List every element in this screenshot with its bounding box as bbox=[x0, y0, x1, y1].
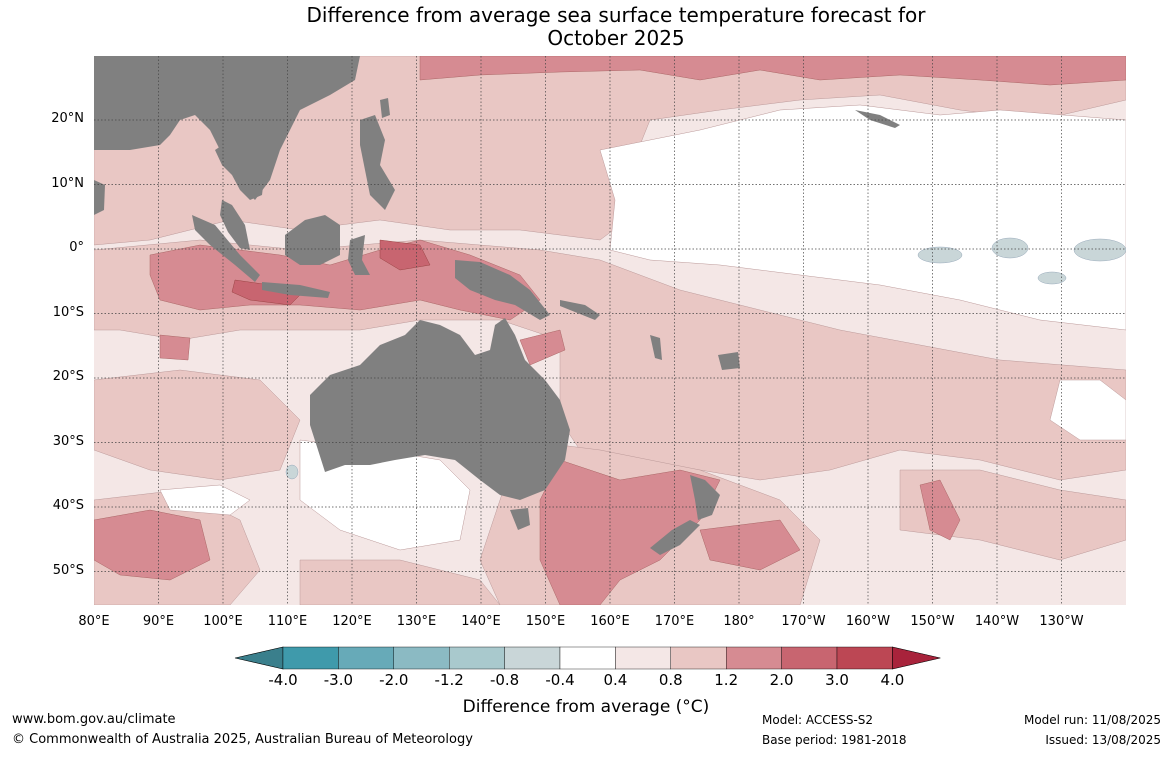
fiji bbox=[718, 352, 740, 370]
asia-landmass bbox=[94, 56, 360, 200]
colorbar-tick-label: 4.0 bbox=[880, 671, 905, 689]
latitude-label: 20°N bbox=[51, 111, 84, 126]
colorbar-tick-label: 1.2 bbox=[714, 671, 739, 689]
indochina bbox=[215, 140, 265, 200]
colorbar-tick-label: -3.0 bbox=[323, 671, 354, 689]
longitude-label: 150°E bbox=[525, 614, 566, 629]
sumatra bbox=[192, 215, 260, 282]
anomaly-neutral bbox=[159, 104, 1126, 551]
new-guinea bbox=[455, 260, 550, 320]
australia bbox=[310, 318, 570, 500]
longitude-label: 80°E bbox=[78, 614, 110, 629]
longitude-label: 170°E bbox=[654, 614, 695, 629]
colorbar-tick-label: -0.8 bbox=[489, 671, 520, 689]
colorbar-bin bbox=[726, 646, 782, 670]
colorbar-tick-label: -4.0 bbox=[268, 671, 298, 689]
latitude-label: 40°S bbox=[52, 498, 84, 513]
latitude-label: 50°S bbox=[52, 562, 84, 578]
longitude-label: 110°E bbox=[267, 614, 308, 629]
sulawesi bbox=[348, 235, 370, 275]
colorbar bbox=[234, 646, 941, 670]
map-title-line2: October 2025 bbox=[547, 26, 685, 50]
new-zealand-south bbox=[650, 520, 700, 555]
colorbar-tick-label: 2.0 bbox=[769, 671, 794, 689]
colorbar-bin bbox=[559, 646, 616, 670]
latitude-label: 10°S bbox=[52, 304, 84, 320]
colorbar-over-triangle bbox=[892, 646, 941, 670]
new-zealand-north bbox=[690, 475, 720, 520]
colorbar-tick-label: 3.0 bbox=[825, 671, 849, 689]
longitude-label: 100°E bbox=[203, 614, 243, 629]
longitude-label: 130°E bbox=[396, 614, 437, 629]
solomon-islands bbox=[560, 300, 600, 320]
vanuatu bbox=[650, 335, 662, 360]
colorbar-tick-label: -1.2 bbox=[434, 671, 464, 689]
java bbox=[262, 282, 330, 298]
anomaly-cool bbox=[285, 237, 1126, 480]
india-tip bbox=[94, 180, 105, 215]
anomaly-1.2-2.0 bbox=[94, 56, 1126, 605]
latitude-label: 20°S bbox=[52, 369, 84, 384]
map-title: Difference from average sea surface temp… bbox=[0, 4, 1173, 50]
taiwan bbox=[380, 98, 390, 118]
latitude-label: 30°S bbox=[52, 433, 84, 449]
colorbar-bin bbox=[670, 646, 727, 670]
tasmania bbox=[510, 508, 530, 530]
colorbar-bin bbox=[338, 646, 394, 670]
colorbar-bin bbox=[836, 646, 893, 670]
colorbar-bin bbox=[504, 646, 561, 670]
footer-copyright: © Commonwealth of Australia 2025, Austra… bbox=[12, 732, 473, 747]
colorbar-under-triangle bbox=[234, 646, 284, 670]
map-title-line1: Difference from average sea surface temp… bbox=[306, 3, 926, 27]
colorbar-tick-label: -0.4 bbox=[545, 671, 575, 689]
longitude-label: 160°E bbox=[590, 614, 630, 629]
colorbar-tick-label: 0.4 bbox=[603, 671, 628, 689]
longitude-label: 90°E bbox=[142, 614, 175, 629]
colorbar-bin bbox=[615, 646, 672, 670]
map-area bbox=[94, 56, 1126, 605]
longitude-label: 150°W bbox=[910, 614, 955, 629]
longitude-label: 140°W bbox=[974, 614, 1020, 629]
hawaii bbox=[855, 110, 900, 128]
colorbar-title: Difference from average (°C) bbox=[462, 697, 710, 717]
latitude-label: 0° bbox=[69, 240, 84, 255]
longitude-label: 130°W bbox=[1039, 614, 1084, 629]
colorbar-bin bbox=[781, 646, 838, 670]
anomaly-2.0-3.0 bbox=[231, 239, 431, 306]
philippines bbox=[360, 115, 395, 210]
colorbar-tick-label: -2.0 bbox=[379, 671, 409, 689]
colorbar-tick-label: 0.8 bbox=[658, 671, 683, 689]
malay-peninsula bbox=[220, 200, 250, 250]
longitude-label: 170°W bbox=[781, 614, 826, 629]
footer-issued: Issued: 13/08/2025 bbox=[1045, 733, 1161, 747]
latitude-label: 10°N bbox=[51, 175, 84, 191]
footer-url: www.bom.gov.au/climate bbox=[12, 712, 176, 727]
footer-base-period: Base period: 1981-2018 bbox=[762, 733, 907, 747]
colorbar-bin bbox=[449, 646, 505, 670]
longitude-label: 180° bbox=[723, 614, 755, 629]
longitude-label: 140°E bbox=[461, 614, 501, 629]
borneo bbox=[285, 215, 340, 265]
colorbar-bin bbox=[282, 646, 339, 670]
footer-model-run: Model run: 11/08/2025 bbox=[1023, 713, 1161, 727]
colorbar-bin bbox=[393, 646, 450, 670]
longitude-label: 120°E bbox=[332, 614, 372, 629]
footer-model: Model: ACCESS-S2 bbox=[762, 713, 874, 727]
longitude-label: 160°W bbox=[845, 614, 891, 629]
map-gridlines bbox=[94, 56, 1126, 605]
land bbox=[94, 56, 900, 555]
